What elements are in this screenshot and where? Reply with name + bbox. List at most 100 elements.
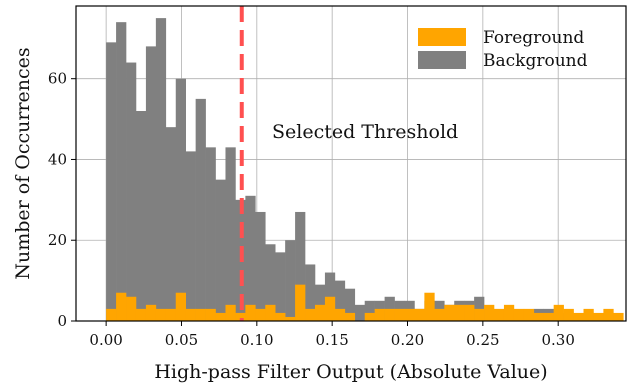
foreground-bar <box>613 312 624 321</box>
background-bar <box>116 22 127 322</box>
foreground-bar <box>454 304 465 321</box>
background-bar <box>126 62 137 322</box>
foreground-bar <box>195 308 206 321</box>
foreground-bar <box>573 312 584 321</box>
x-tick-label: 0.25 <box>466 331 499 349</box>
x-axis-title: High-pass Filter Output (Absolute Value) <box>154 361 547 383</box>
foreground-bar <box>503 304 515 321</box>
foreground-bar <box>414 308 425 321</box>
background-bar <box>165 127 177 322</box>
foreground-bar <box>344 312 356 321</box>
foreground-bar <box>583 308 594 321</box>
foreground-bar <box>165 308 177 321</box>
background-bar <box>275 252 286 321</box>
foreground-bar <box>314 304 326 321</box>
legend: Foreground Background <box>418 28 588 71</box>
foreground-bar <box>563 308 574 321</box>
background-bar <box>364 300 375 321</box>
foreground-bar <box>106 308 117 321</box>
foreground-bar <box>205 308 216 321</box>
background-bar <box>195 98 206 321</box>
foreground-bar <box>434 308 445 321</box>
foreground-bar <box>404 308 415 321</box>
x-tick-label: 0.20 <box>391 331 424 349</box>
background-bar <box>255 211 266 321</box>
grid-lines <box>76 6 626 322</box>
foreground-bar <box>235 312 246 321</box>
background-bar <box>175 78 186 321</box>
x-tick-label: 0.15 <box>315 331 348 349</box>
background-bar <box>334 280 346 321</box>
background-bar <box>205 147 216 321</box>
background-bar <box>314 284 326 321</box>
foreground-bar <box>215 312 226 321</box>
foreground-bar <box>494 308 505 321</box>
foreground-bar <box>444 304 455 321</box>
foreground-bar <box>394 308 405 321</box>
background-bar <box>354 304 366 321</box>
background-bar <box>305 264 316 321</box>
foreground-bar <box>334 308 346 321</box>
foreground-bar <box>185 308 196 321</box>
foreground-bar <box>275 312 286 321</box>
foreground-bar <box>285 316 296 321</box>
background-bar <box>225 147 236 321</box>
background-bar <box>135 111 147 321</box>
background-bar <box>245 195 256 321</box>
foreground-bar <box>135 308 147 321</box>
foreground-bar <box>255 308 266 321</box>
y-tick-label: 0 <box>57 312 67 330</box>
plot-frame <box>75 5 627 322</box>
x-tick-label: 0.05 <box>165 331 198 349</box>
foreground-bar <box>374 308 385 321</box>
y-tick-label: 40 <box>48 150 67 168</box>
foreground-bar <box>593 312 604 321</box>
foreground-bar <box>305 308 316 321</box>
foreground-bar <box>126 296 137 321</box>
foreground-bar <box>295 284 306 321</box>
foreground-bar <box>116 292 127 321</box>
foreground-bar <box>265 304 276 321</box>
foreground-bar <box>245 304 256 321</box>
foreground-bar <box>464 304 475 321</box>
foreground-bar <box>523 308 535 321</box>
background-bar <box>295 211 306 321</box>
y-axis-title: Number of Occurrences <box>12 47 34 279</box>
y-tick-label: 60 <box>48 70 67 88</box>
foreground-bar <box>533 312 545 321</box>
legend-label-background: Background <box>483 51 588 71</box>
y-tick-label: 20 <box>48 231 67 249</box>
foreground-bar <box>603 308 614 321</box>
background-bar <box>215 179 226 321</box>
x-tick-label: 0.10 <box>240 331 273 349</box>
axis-ticks: 0.00 0.05 0.10 0.15 0.20 0.25 0.30 0 20 40 60 <box>48 70 575 349</box>
background-bar <box>285 240 296 321</box>
foreground-bar <box>553 304 564 321</box>
foreground-bar <box>474 308 485 321</box>
background-bar <box>155 18 167 321</box>
foreground-bar <box>424 292 435 321</box>
foreground-bar <box>145 304 157 321</box>
legend-label-foreground: Foreground <box>483 28 584 48</box>
legend-swatch-background <box>418 51 466 69</box>
foreground-bar <box>175 292 186 321</box>
x-tick-label: 0.30 <box>541 331 574 349</box>
foreground-bar <box>364 312 375 321</box>
background-bar <box>185 151 196 321</box>
foreground-bar <box>324 296 336 321</box>
foreground-bar <box>543 312 554 321</box>
background-bar <box>145 46 157 322</box>
legend-swatch-foreground <box>418 28 466 46</box>
background-bar <box>106 42 117 321</box>
threshold-annotation: Selected Threshold <box>272 121 458 143</box>
background-bar <box>344 288 356 321</box>
foreground-bar <box>484 304 495 321</box>
foreground-bar <box>513 308 525 321</box>
x-tick-label: 0.00 <box>89 331 122 349</box>
foreground-bar <box>384 308 395 321</box>
histogram-bars <box>106 18 624 322</box>
foreground-bar <box>225 304 236 321</box>
background-bar <box>265 244 276 321</box>
foreground-bar <box>155 308 167 321</box>
